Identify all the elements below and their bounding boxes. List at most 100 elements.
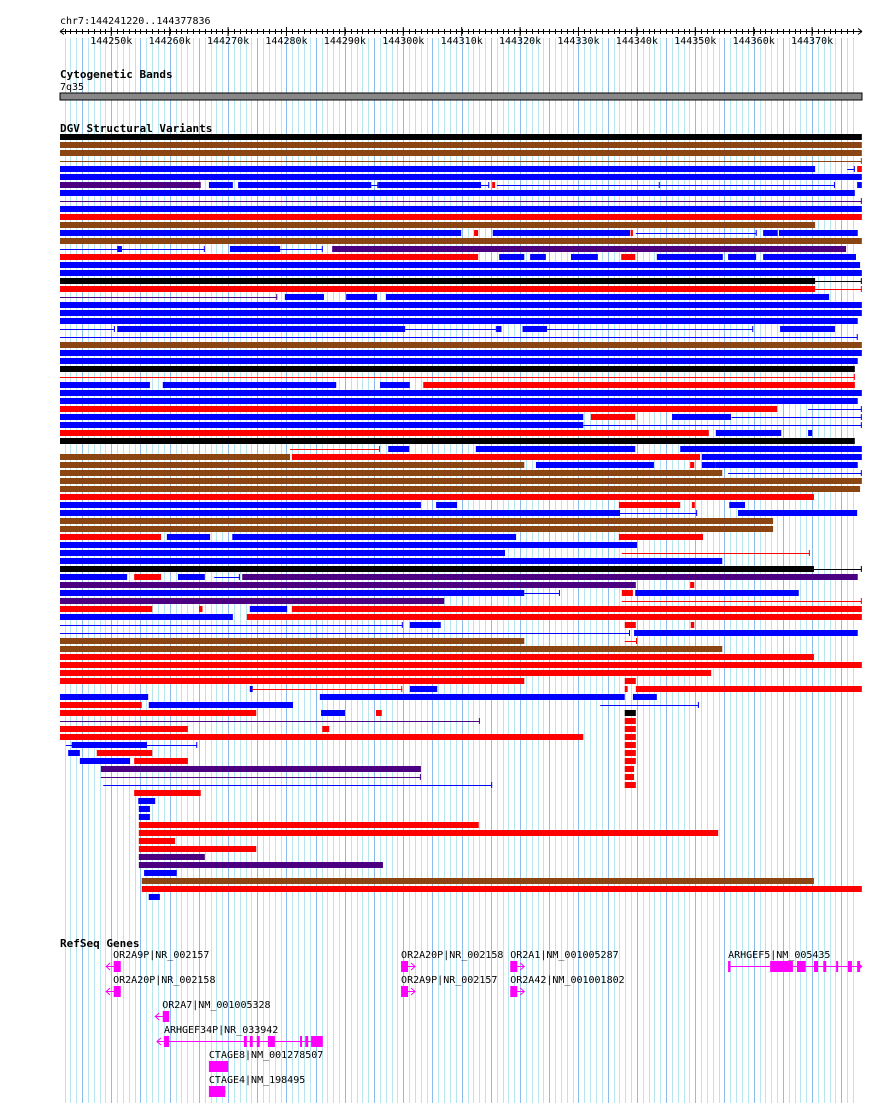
- dgv-variant-block[interactable]: [624, 734, 636, 740]
- dgv-variant-row[interactable]: [60, 670, 712, 676]
- dgv-variant-block[interactable]: [715, 430, 782, 436]
- dgv-variant-block[interactable]: [249, 686, 253, 692]
- dgv-variant-block[interactable]: [375, 710, 382, 716]
- refseq-gene[interactable]: OR2A9P|NR_002157: [401, 975, 497, 997]
- dgv-variant-block[interactable]: [738, 510, 858, 516]
- dgv-variant-row[interactable]: [60, 438, 855, 444]
- dgv-variant-row[interactable]: [60, 662, 862, 668]
- dgv-variant-block[interactable]: [522, 326, 548, 332]
- dgv-variant-block[interactable]: [624, 774, 635, 780]
- dgv-variant-row[interactable]: [79, 758, 636, 764]
- dgv-variant-row[interactable]: [60, 334, 858, 340]
- dgv-variant-row[interactable]: [103, 782, 636, 788]
- dgv-variant-block[interactable]: [60, 726, 188, 732]
- dgv-variant-row[interactable]: [60, 350, 862, 356]
- dgv-variant-row[interactable]: [60, 206, 862, 212]
- gene-exon[interactable]: [305, 1036, 309, 1047]
- gene-exon[interactable]: [113, 961, 121, 972]
- gene-label[interactable]: CTAGE4|NM_198495: [209, 1075, 305, 1086]
- dgv-variant-row[interactable]: [60, 414, 862, 420]
- dgv-variant-block[interactable]: [60, 438, 855, 444]
- refseq-gene[interactable]: ARHGEF34P|NR_033942: [156, 1025, 323, 1047]
- dgv-variant-block[interactable]: [60, 230, 462, 236]
- dgv-variant-block[interactable]: [60, 382, 150, 388]
- dgv-variant-block[interactable]: [499, 254, 525, 260]
- dgv-variant-block[interactable]: [60, 166, 816, 172]
- dgv-variant-row[interactable]: [60, 134, 862, 140]
- dgv-variant-block[interactable]: [60, 342, 862, 348]
- dgv-variant-block[interactable]: [198, 606, 203, 612]
- dgv-variant-block[interactable]: [60, 606, 153, 612]
- dgv-variant-block[interactable]: [60, 574, 128, 580]
- dgv-variant-row[interactable]: [60, 302, 862, 308]
- dgv-variant-row[interactable]: [138, 822, 479, 828]
- dgv-variant-block[interactable]: [60, 262, 861, 268]
- dgv-variant-block[interactable]: [388, 446, 410, 452]
- dgv-variant-row[interactable]: [138, 798, 156, 804]
- dgv-variant-block[interactable]: [492, 230, 630, 236]
- dgv-variant-block[interactable]: [141, 878, 814, 884]
- dgv-variant-block[interactable]: [60, 318, 858, 324]
- refseq-gene[interactable]: OR2A9P|NR_002157: [105, 950, 209, 972]
- gene-label[interactable]: OR2A20P|NR_002158: [113, 975, 215, 986]
- dgv-variant-block[interactable]: [134, 790, 201, 796]
- dgv-variant-block[interactable]: [632, 694, 657, 700]
- gene-exon[interactable]: [267, 1036, 275, 1047]
- dgv-variant-block[interactable]: [60, 566, 814, 572]
- refseq-gene[interactable]: ARHGEF5|NM_005435: [728, 950, 863, 972]
- dgv-variant-block[interactable]: [530, 254, 546, 260]
- gene-label[interactable]: ARHGEF34P|NR_033942: [164, 1025, 278, 1036]
- dgv-variant-block[interactable]: [291, 606, 862, 612]
- dgv-variant-block[interactable]: [238, 182, 372, 188]
- dgv-variant-row[interactable]: [138, 846, 257, 852]
- dgv-variant-block[interactable]: [691, 502, 695, 508]
- dgv-variant-row[interactable]: [60, 726, 636, 732]
- dgv-variant-row[interactable]: [60, 582, 695, 588]
- dgv-variant-row[interactable]: [60, 358, 858, 364]
- dgv-variant-row[interactable]: [141, 886, 862, 892]
- dgv-variant-row[interactable]: [60, 342, 862, 348]
- gene-label[interactable]: CTAGE8|NM_001278507: [209, 1050, 323, 1061]
- dgv-variant-block[interactable]: [60, 694, 149, 700]
- refseq-gene[interactable]: OR2A1|NM_001005287: [510, 950, 619, 972]
- dgv-variant-row[interactable]: [60, 286, 862, 292]
- dgv-variant-block[interactable]: [134, 574, 162, 580]
- dgv-variant-block[interactable]: [60, 478, 862, 484]
- gene-exon[interactable]: [797, 961, 806, 972]
- dgv-variant-block[interactable]: [60, 142, 862, 148]
- dgv-variant-block[interactable]: [60, 214, 862, 220]
- dgv-variant-block[interactable]: [138, 846, 257, 852]
- dgv-variant-row[interactable]: [60, 718, 636, 724]
- dgv-variant-row[interactable]: [60, 462, 858, 468]
- dgv-variant-row[interactable]: [60, 214, 862, 220]
- refseq-gene[interactable]: OR2A20P|NR_002158: [105, 975, 215, 997]
- dgv-variant-block[interactable]: [60, 614, 233, 620]
- dgv-variant-block[interactable]: [60, 430, 709, 436]
- gene-exon[interactable]: [836, 961, 839, 972]
- dgv-variant-block[interactable]: [621, 254, 636, 260]
- dgv-variant-row[interactable]: [60, 158, 862, 164]
- dgv-variant-block[interactable]: [496, 326, 502, 332]
- gene-exon[interactable]: [857, 961, 861, 972]
- dgv-variant-block[interactable]: [79, 758, 131, 764]
- gene-exon[interactable]: [256, 1036, 260, 1047]
- dgv-variant-block[interactable]: [291, 454, 701, 460]
- dgv-variant-row[interactable]: [144, 870, 177, 876]
- dgv-variant-block[interactable]: [701, 454, 862, 460]
- dgv-variant-block[interactable]: [60, 542, 637, 548]
- gene-label[interactable]: OR2A9P|NR_002157: [113, 950, 209, 961]
- dgv-variant-row[interactable]: [141, 878, 814, 884]
- dgv-variant-row[interactable]: [60, 190, 855, 196]
- dgv-variant-row[interactable]: [60, 702, 699, 708]
- cytoband-track-title[interactable]: Cytogenetic Bands: [60, 68, 173, 81]
- dgv-variant-row[interactable]: [60, 310, 862, 316]
- dgv-variant-block[interactable]: [624, 758, 636, 764]
- gene-exon[interactable]: [823, 961, 827, 972]
- gene-exon[interactable]: [770, 961, 793, 972]
- dgv-variant-row[interactable]: [134, 790, 201, 796]
- dgv-variant-block[interactable]: [60, 222, 816, 228]
- dgv-variant-block[interactable]: [229, 246, 281, 252]
- dgv-variant-row[interactable]: [60, 318, 858, 324]
- dgv-variant-row[interactable]: [60, 382, 855, 388]
- dgv-variant-row[interactable]: [60, 262, 861, 268]
